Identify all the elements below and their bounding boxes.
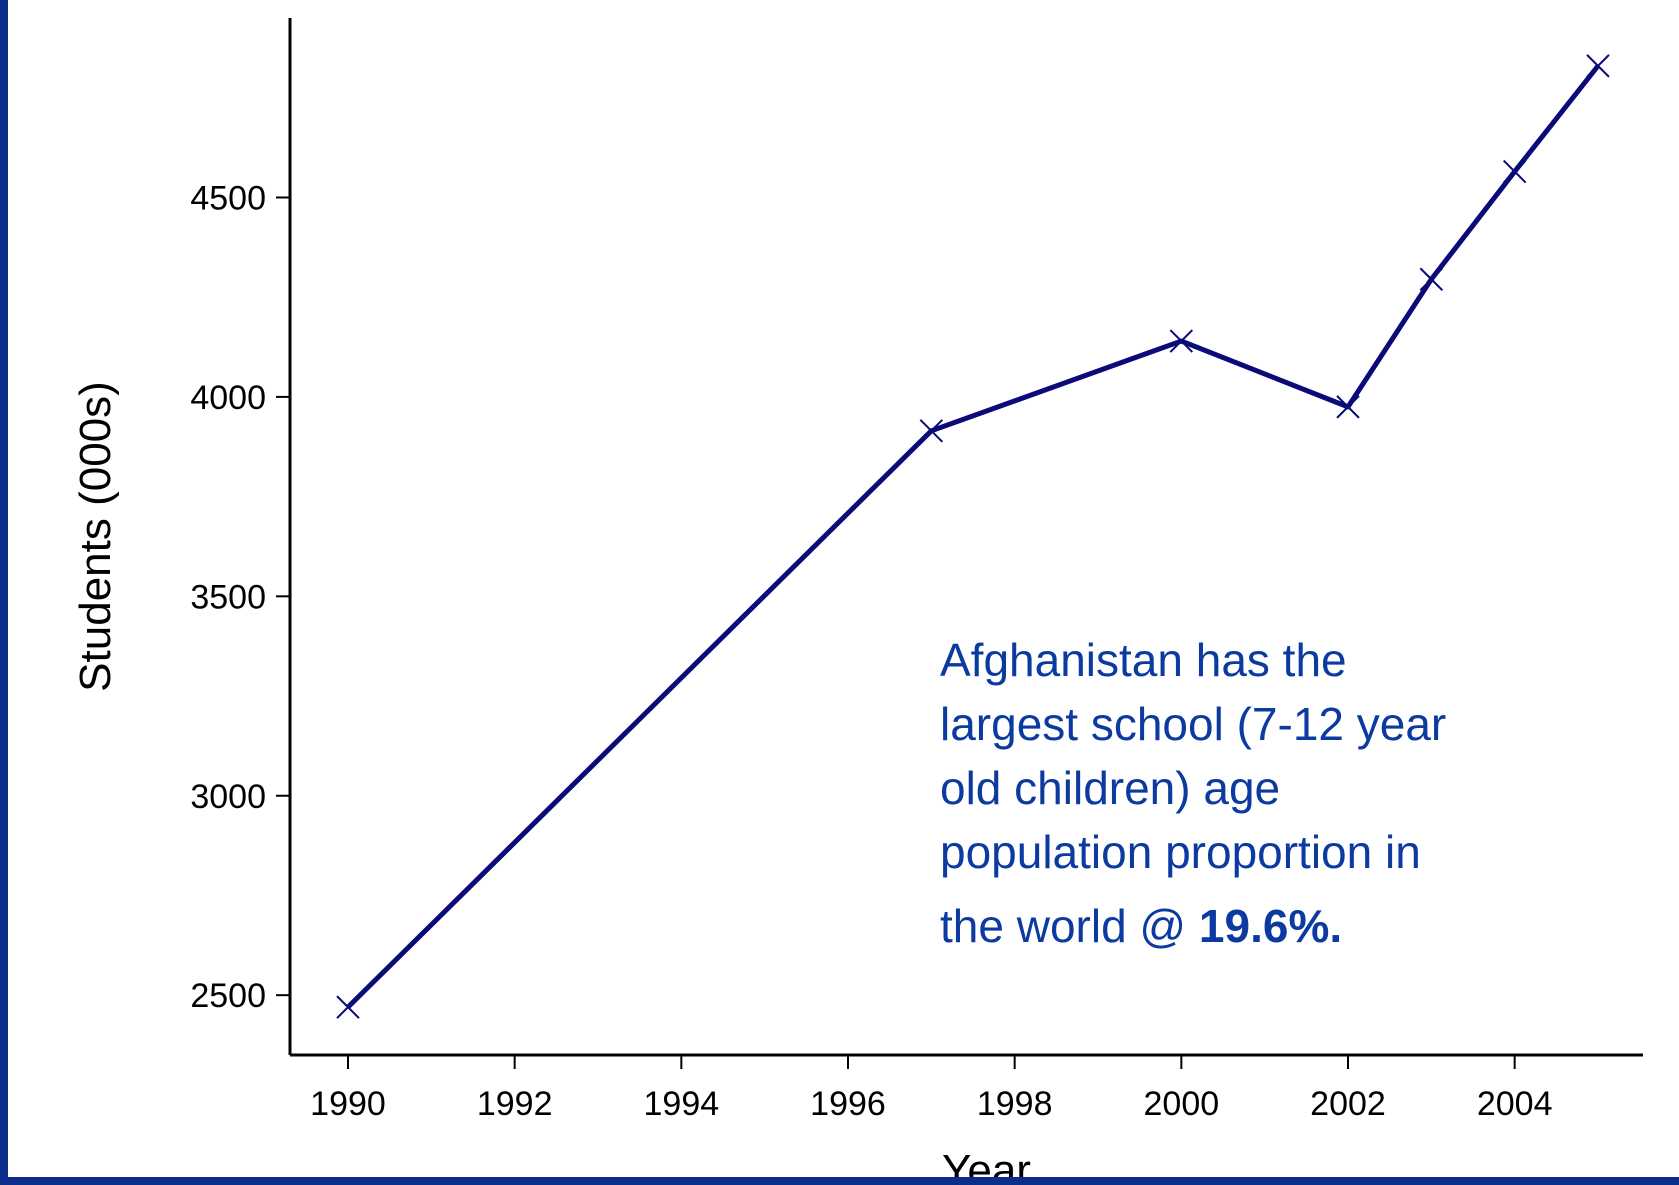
x-axis-title: Year [942,1146,1031,1177]
y-tick-label: 3000 [190,778,266,816]
data-point-marker [1586,54,1610,78]
slide: 2500 3000 3500 4000 4500 1990 1992 1994 1996 1998… [8,0,1679,1177]
y-tick-label: 4500 [190,179,266,217]
y-tick-label: 4000 [190,379,266,417]
data-point-marker [919,419,944,443]
line-chart: 2500 3000 3500 4000 4500 1990 1992 1994 1996 1998… [71,18,1643,1177]
data-point-marker [1419,267,1444,291]
y-tick-label: 2500 [190,977,266,1015]
x-tick-label: 1998 [977,1085,1053,1123]
data-point-marker [1502,159,1527,184]
x-tick-label: 1996 [810,1085,886,1123]
data-point-marker [336,995,360,1019]
annotation-line: largest school (7-12 year [940,698,1447,750]
x-tick-label: 1994 [644,1085,720,1123]
annotation-highlight: 19.6%. [1198,900,1343,952]
annotation-line: Afghanistan has the [940,634,1347,686]
x-tick-label: 1990 [310,1085,386,1123]
annotation-line: old children) age [940,762,1281,814]
annotation-line: population proportion in [940,826,1421,878]
data-point-marker [1169,329,1194,353]
annotation-last-line: the world @ 19.6%. [940,894,1580,958]
x-tick-label: 2002 [1310,1085,1386,1123]
x-tick-label: 1992 [477,1085,553,1123]
y-axis-title: Students (000s) [71,381,120,692]
annotation-text: Afghanistan has the largest school (7-12… [940,628,1580,958]
annotation-prefix: the world @ [940,900,1199,952]
data-point-marker [1336,395,1360,419]
y-tick-label: 3500 [190,578,266,616]
x-tick-label: 2000 [1144,1085,1220,1123]
x-tick-label: 2004 [1477,1085,1553,1123]
